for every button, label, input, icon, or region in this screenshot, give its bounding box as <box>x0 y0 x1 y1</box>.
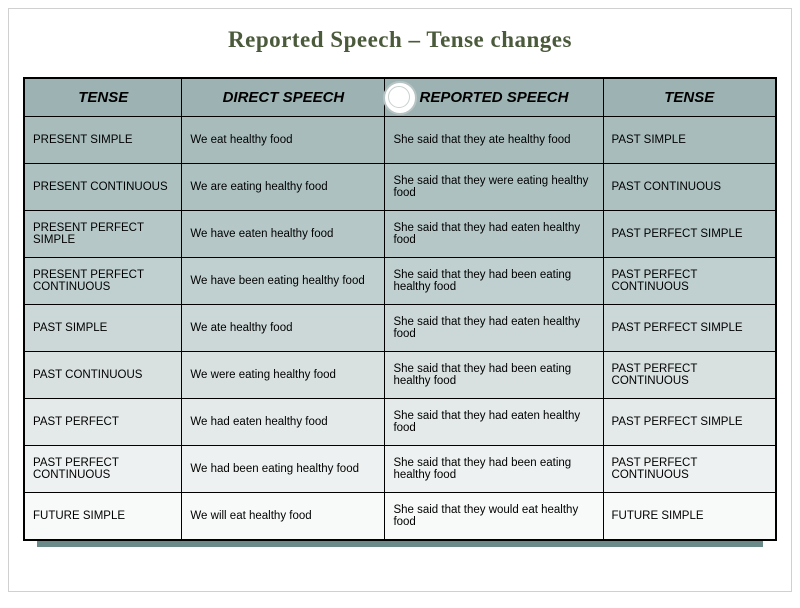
col-header-tense-left: TENSE <box>24 78 182 117</box>
col-header-direct-speech: DIRECT SPEECH <box>182 78 385 117</box>
table-cell: She said that they had been eating healt… <box>385 258 603 305</box>
table-row: PRESENT SIMPLEWe eat healthy foodShe sai… <box>24 117 776 164</box>
table-cell: PRESENT SIMPLE <box>24 117 182 164</box>
table-row: FUTURE SIMPLEWe will eat healthy foodShe… <box>24 493 776 541</box>
tense-table: TENSE DIRECT SPEECH REPORTED SPEECH TENS… <box>23 77 777 541</box>
col-header-reported-speech: REPORTED SPEECH <box>385 78 603 117</box>
table-cell: We have been eating healthy food <box>182 258 385 305</box>
table-row: PAST PERFECTWe had eaten healthy foodShe… <box>24 399 776 446</box>
table-cell: She said that they had eaten healthy foo… <box>385 399 603 446</box>
table-cell: PAST CONTINUOUS <box>24 352 182 399</box>
table-cell: PRESENT PERFECT CONTINUOUS <box>24 258 182 305</box>
table-cell: PAST PERFECT CONTINUOUS <box>24 446 182 493</box>
table-cell: PAST PERFECT SIMPLE <box>603 305 776 352</box>
table-cell: We eat healthy food <box>182 117 385 164</box>
page-title: Reported Speech – Tense changes <box>9 9 791 77</box>
table-cell: She said that they had eaten healthy foo… <box>385 305 603 352</box>
table-cell: We have eaten healthy food <box>182 211 385 258</box>
table-cell: She said that they would eat healthy foo… <box>385 493 603 541</box>
table-cell: She said that they had eaten healthy foo… <box>385 211 603 258</box>
table-cell: PAST PERFECT CONTINUOUS <box>603 352 776 399</box>
table-cell: PAST SIMPLE <box>603 117 776 164</box>
table-cell: PAST CONTINUOUS <box>603 164 776 211</box>
table-bottom-bar <box>37 541 763 547</box>
table-cell: She said that they had been eating healt… <box>385 352 603 399</box>
table-cell: PAST PERFECT CONTINUOUS <box>603 258 776 305</box>
table-cell: We ate healthy food <box>182 305 385 352</box>
table-row: PRESENT CONTINUOUSWe are eating healthy … <box>24 164 776 211</box>
table-cell: We are eating healthy food <box>182 164 385 211</box>
table-cell: PRESENT PERFECT SIMPLE <box>24 211 182 258</box>
table-body: PRESENT SIMPLEWe eat healthy foodShe sai… <box>24 117 776 541</box>
decorative-circle-icon <box>383 81 417 115</box>
table-cell: We were eating healthy food <box>182 352 385 399</box>
table-cell: She said that they ate healthy food <box>385 117 603 164</box>
table-row: PRESENT PERFECT CONTINUOUSWe have been e… <box>24 258 776 305</box>
table-cell: PRESENT CONTINUOUS <box>24 164 182 211</box>
table-cell: She said that they had been eating healt… <box>385 446 603 493</box>
table-row: PAST CONTINUOUSWe were eating healthy fo… <box>24 352 776 399</box>
slide-frame: Reported Speech – Tense changes TENSE DI… <box>8 8 792 592</box>
table-cell: PAST PERFECT SIMPLE <box>603 399 776 446</box>
table-cell: We had eaten healthy food <box>182 399 385 446</box>
table-cell: She said that they were eating healthy f… <box>385 164 603 211</box>
table-cell: We had been eating healthy food <box>182 446 385 493</box>
table-cell: PAST PERFECT CONTINUOUS <box>603 446 776 493</box>
table-cell: PAST PERFECT SIMPLE <box>603 211 776 258</box>
table-cell: FUTURE SIMPLE <box>603 493 776 541</box>
table-cell: PAST PERFECT <box>24 399 182 446</box>
table-cell: FUTURE SIMPLE <box>24 493 182 541</box>
table-container: TENSE DIRECT SPEECH REPORTED SPEECH TENS… <box>9 77 791 547</box>
table-row: PRESENT PERFECT SIMPLEWe have eaten heal… <box>24 211 776 258</box>
table-cell: We will eat healthy food <box>182 493 385 541</box>
table-row: PAST PERFECT CONTINUOUSWe had been eatin… <box>24 446 776 493</box>
col-header-tense-right: TENSE <box>603 78 776 117</box>
table-cell: PAST SIMPLE <box>24 305 182 352</box>
table-row: PAST SIMPLEWe ate healthy foodShe said t… <box>24 305 776 352</box>
